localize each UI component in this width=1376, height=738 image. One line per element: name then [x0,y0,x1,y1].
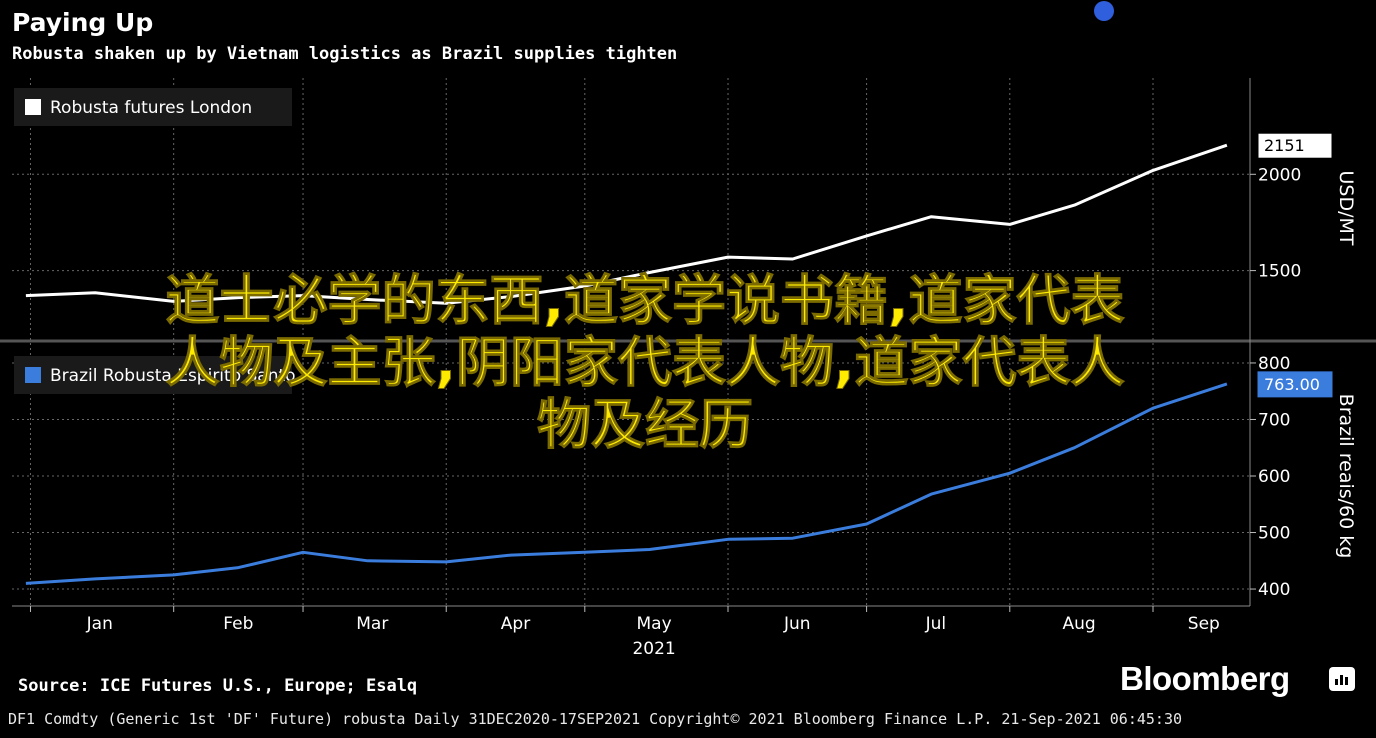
overlay-line-3: 物及经历 [537,393,754,456]
legend-swatch [25,99,41,115]
legend-label: Brazil Robusta Espirito Santo [50,366,296,386]
x-tick-label: Sep [1188,614,1220,634]
legend-label: Robusta futures London [50,98,252,118]
bloomberg-logo: Bloomberg [1120,660,1290,697]
legend-box [14,356,292,394]
y-tick-label: 800 [1258,354,1290,374]
y-tick-label: 1500 [1258,262,1301,282]
x-tick-label: Jun [783,614,811,634]
blue-dot-marker [1094,1,1114,21]
y-tick-label: 700 [1258,410,1290,430]
x-year-label: 2021 [632,639,675,659]
bloomberg-terminal-icon [1329,667,1355,691]
x-tick-label: Jul [925,614,947,634]
overlay-line-2: 人物及主张,阴阳家代表人物,道家代表人 [165,331,1125,394]
chart-title: Paying Up [12,8,154,37]
x-tick-label: Jan [86,614,113,634]
series-line [25,143,1228,305]
series-line [25,382,1228,585]
source-note: Source: ICE Futures U.S., Europe; Esalq [18,676,418,696]
y-tick-label: 500 [1258,524,1290,544]
x-tick-label: Apr [501,614,530,634]
y-axis-label: USD/MT [1335,171,1357,246]
last-value-label: 763.00 [1264,375,1320,394]
overlay-caption: 道士必学的东西,道家学说书籍,道家代表 人物及主张,阴阳家代表人物,道家代表人 … [0,269,1290,456]
legend-swatch [25,367,41,383]
y-axis-label: Brazil reais/60 kg [1335,394,1357,559]
last-value-tag [1257,132,1333,159]
last-value-tag [1257,371,1333,398]
x-tick-label: Aug [1062,614,1095,634]
overlay-line-1: 道士必学的东西,道家学说书籍,道家代表 [165,269,1125,332]
y-tick-label: 2000 [1258,165,1301,185]
chart-subtitle: Robusta shaken up by Vietnam logistics a… [12,44,678,64]
y-tick-label: 600 [1258,467,1290,487]
x-tick-label: Mar [356,614,388,634]
y-tick-label: 400 [1258,580,1290,600]
footer-info: DF1 Comdty (Generic 1st 'DF' Future) rob… [8,710,1182,728]
x-tick-label: May [637,614,672,634]
x-tick-label: Feb [223,614,253,634]
legend-box [14,88,292,126]
last-value-label: 2151 [1264,136,1305,155]
